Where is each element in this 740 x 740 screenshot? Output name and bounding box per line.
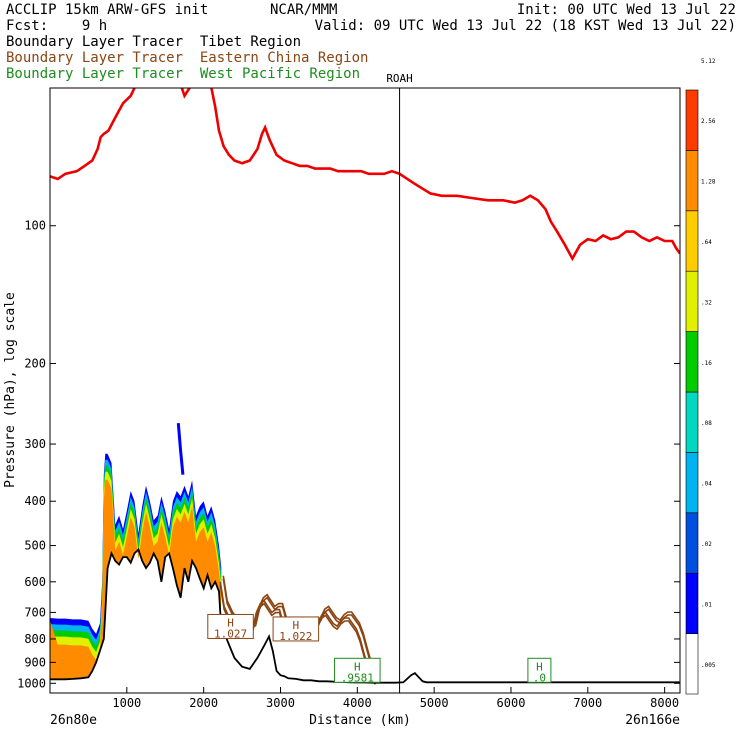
x-start-label: 26n80e <box>50 713 97 728</box>
west-pacific-high-label: .0 <box>533 671 546 684</box>
colorbar-label: .32 <box>701 299 712 306</box>
tropopause-line <box>50 88 680 262</box>
y-tick-label: 200 <box>24 356 46 370</box>
colorbar-swatch <box>685 572 699 634</box>
colorbar-swatch <box>685 633 699 695</box>
colorbar-swatch <box>685 331 699 393</box>
x-tick-label: 8000 <box>650 696 679 710</box>
y-tick-label: 800 <box>24 632 46 646</box>
tracer-streak <box>176 422 185 475</box>
header-line1-left: ACCLIP 15km ARW-GFS init <box>6 2 209 18</box>
eastern-china-high-box <box>207 613 254 639</box>
y-tick-label: 700 <box>24 605 46 619</box>
west-pacific-high-box <box>334 657 381 683</box>
y-tick-label: 1000 <box>17 676 46 690</box>
y-tick-label: 900 <box>24 655 46 669</box>
colorbar-swatch <box>685 210 699 272</box>
y-tick-label: 300 <box>24 437 46 451</box>
west-pacific-high-label: H <box>354 660 361 673</box>
tracer-fill-layer <box>50 422 222 680</box>
y-tick-label: 400 <box>24 494 46 508</box>
colorbar-swatch <box>685 452 699 514</box>
west-pacific-high-box <box>527 657 552 683</box>
y-tick-label: 600 <box>24 575 46 589</box>
header-init-time: Init: 00 UTC Wed 13 Jul 22 <box>516 2 736 18</box>
chart-lines-layer <box>50 88 680 685</box>
colorbar: .005 .01 .02 .04 .08 .16 .32 .64 1.28 2.56 5.12 <box>685 58 716 695</box>
legend-eastern-china: Boundary Layer Tracer Eastern China Regi… <box>6 50 369 66</box>
tracer-band-orange <box>50 479 222 680</box>
eastern-china-high-label: H <box>293 619 300 632</box>
eastern-china-high-label: 1.027 <box>214 627 247 640</box>
x-tick-label: 3000 <box>266 696 295 710</box>
colorbar-swatch <box>685 512 699 574</box>
x-tick-label: 5000 <box>420 696 449 710</box>
x-tick-label: 6000 <box>497 696 526 710</box>
colorbar-swatch <box>685 270 699 332</box>
eastern-china-high-label: H <box>227 616 234 629</box>
colorbar-label: 5.12 <box>701 58 716 65</box>
legend-west-pacific: Boundary Layer Tracer West Pacific Regio… <box>6 66 361 82</box>
colorbar-swatch <box>685 391 699 453</box>
colorbar-label: .04 <box>701 481 712 488</box>
eastern-china-high-label: 1.022 <box>279 630 312 643</box>
y-axis-label: Pressure (hPa), log scale <box>3 292 18 488</box>
colorbar-label: .64 <box>701 239 712 246</box>
eastern-china-high-box <box>272 616 320 642</box>
station-marker-label: ROAH <box>386 72 413 85</box>
colorbar-label: .08 <box>701 420 712 427</box>
colorbar-label: 1.28 <box>701 179 716 186</box>
colorbar-label: .01 <box>701 601 712 608</box>
colorbar-label: .02 <box>701 541 712 548</box>
colorbar-swatch <box>685 89 699 151</box>
west-pacific-high-label: .9581 <box>341 671 374 684</box>
x-tick-label: 4000 <box>343 696 372 710</box>
colorbar-swatch <box>685 150 699 212</box>
header-line1-mid: NCAR/MMM <box>270 2 338 18</box>
x-end-label: 26n166e <box>625 713 680 728</box>
legend-tibet: Boundary Layer Tracer Tibet Region <box>6 34 302 50</box>
x-tick-label: 1000 <box>112 696 141 710</box>
plot-frame <box>49 87 681 694</box>
colorbar-label: .16 <box>701 360 712 367</box>
colorbar-label: 2.56 <box>701 118 716 125</box>
header-forecast-hour: Fcst: 9 h <box>6 18 108 34</box>
y-tick-label: 500 <box>24 539 46 553</box>
y-tick-label: 100 <box>24 219 46 233</box>
x-tick-label: 7000 <box>573 696 602 710</box>
x-axis-label: Distance (km) <box>309 713 411 728</box>
west-pacific-high-label: H <box>536 660 543 673</box>
header-valid-time: Valid: 09 UTC Wed 13 Jul 22 (18 KST Wed … <box>314 18 736 34</box>
x-tick-label: 2000 <box>189 696 218 710</box>
colorbar-label: .005 <box>701 662 716 669</box>
